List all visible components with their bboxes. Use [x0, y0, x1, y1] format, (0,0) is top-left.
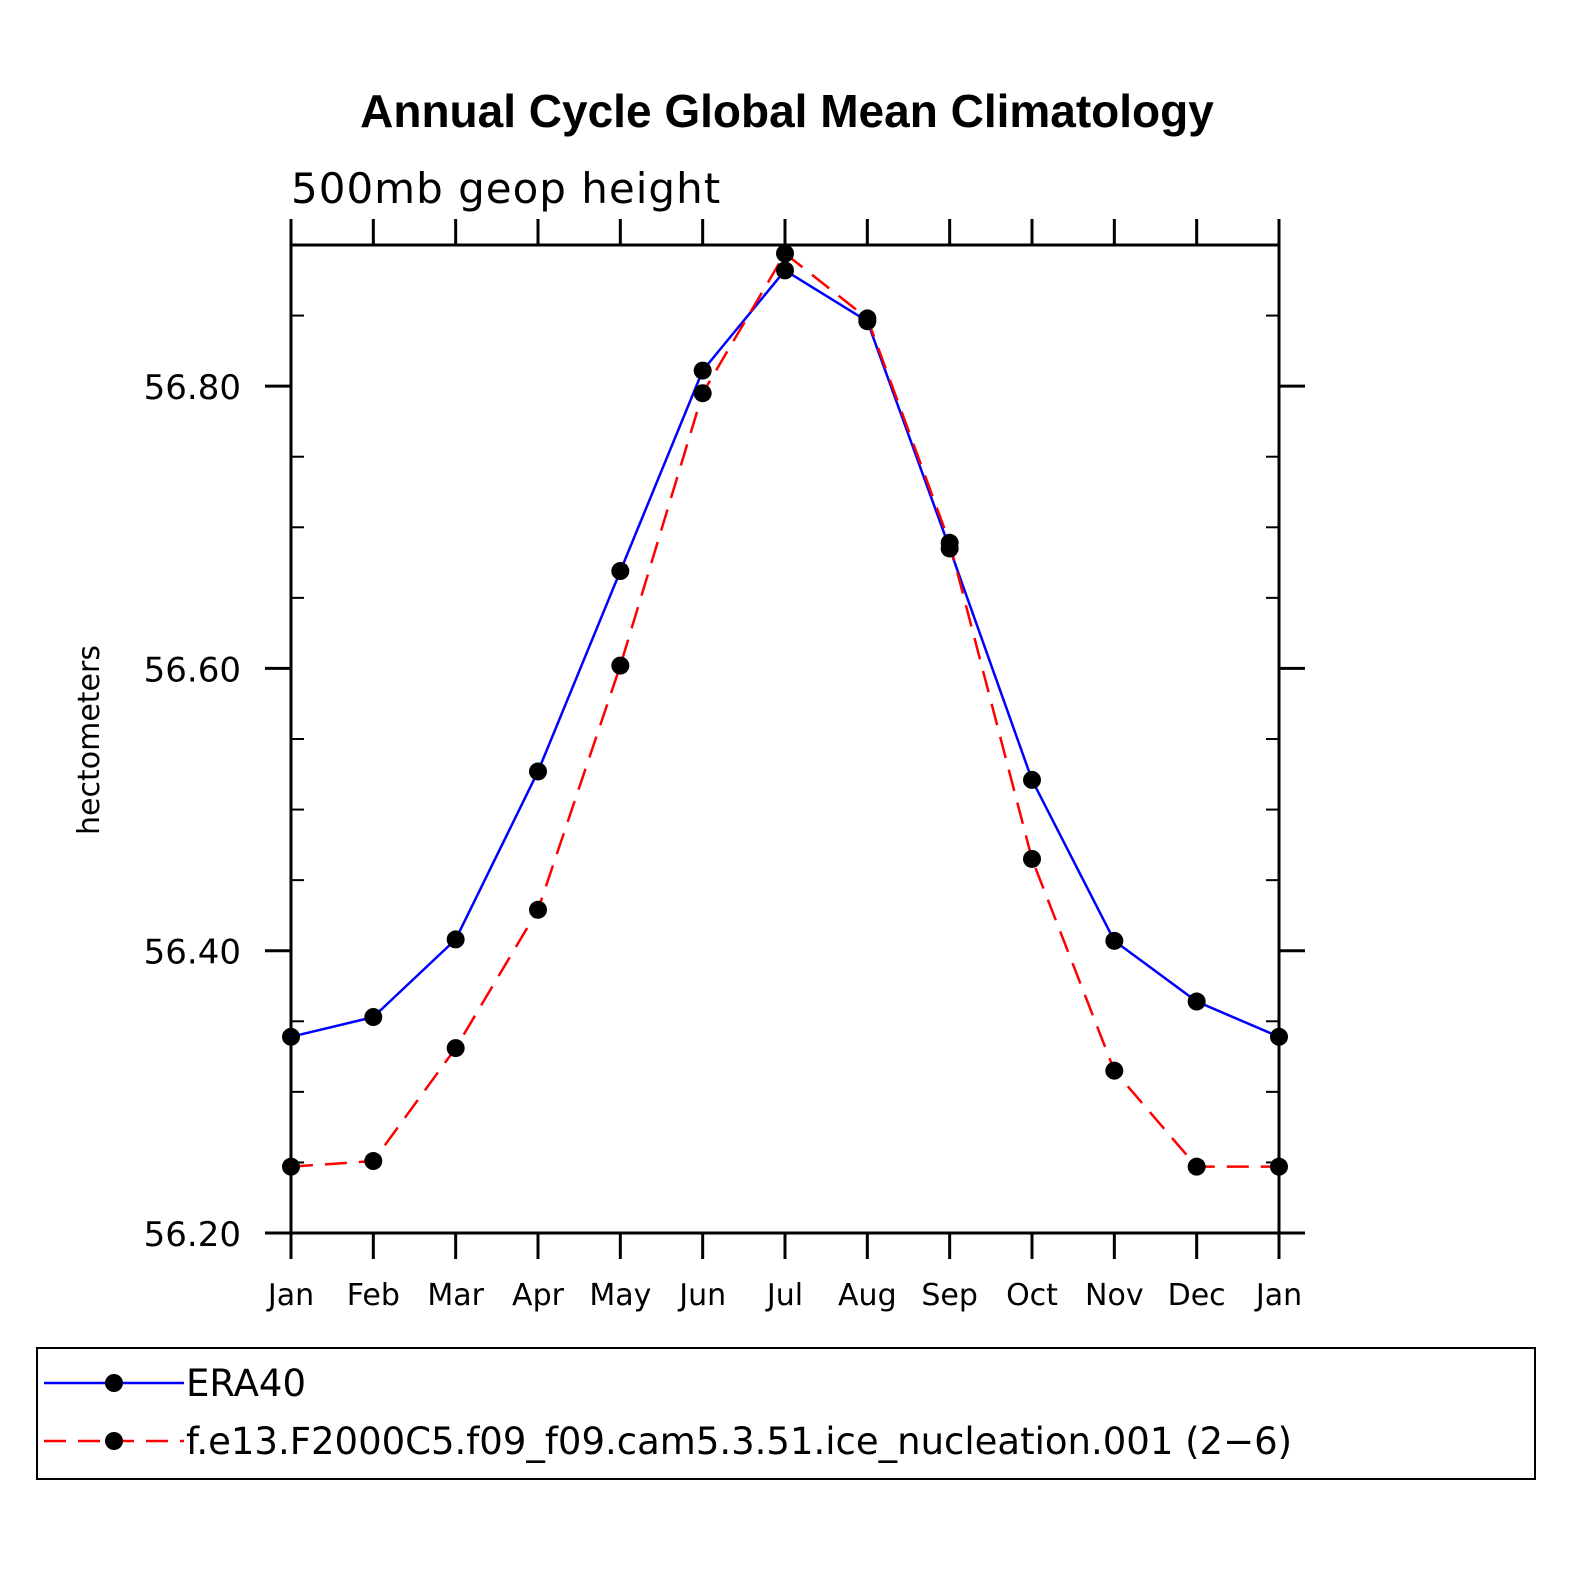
- series-1-point: [940, 533, 959, 552]
- series-0-point: [1023, 770, 1041, 789]
- series-1-point: [1023, 849, 1041, 868]
- y-axis-label: hectometers: [72, 645, 107, 835]
- x-tick-label: Mar: [427, 1278, 484, 1313]
- y-tick-label: 56.60: [144, 650, 241, 690]
- x-tick-label: Feb: [347, 1278, 400, 1313]
- series-1-point: [1187, 1157, 1206, 1176]
- series-0-point: [1105, 931, 1124, 950]
- x-tick-label: Sep: [921, 1278, 978, 1313]
- chart-subtitle: 500mb geop height: [291, 164, 721, 213]
- y-tick-label: 56.80: [144, 368, 241, 408]
- series-0-point: [529, 762, 547, 781]
- x-tick-label: Dec: [1168, 1278, 1226, 1313]
- series-0-point: [1187, 992, 1206, 1011]
- x-tick-label: Jan: [1254, 1278, 1302, 1313]
- x-tick-label: Aug: [838, 1278, 897, 1313]
- legend-marker-0: [105, 1374, 123, 1392]
- series-0-point: [611, 562, 630, 581]
- x-tick-label: Jun: [677, 1278, 726, 1313]
- x-tick-label: Jul: [765, 1278, 803, 1313]
- legend-label-0: ERA40: [186, 1362, 306, 1405]
- series-line-0: [290, 268, 1280, 1039]
- series-0-point: [446, 930, 465, 949]
- x-tick-label: May: [589, 1278, 651, 1313]
- legend-marker-1: [105, 1432, 123, 1450]
- x-tick-label: Jan: [266, 1278, 314, 1313]
- series-1-point: [446, 1039, 465, 1058]
- x-tick-labels: Jan Feb Mar Apr May Jun Jul Aug Sep Oct Nov Dec Jan: [266, 1278, 1302, 1313]
- axis-ticks: [265, 219, 1305, 1259]
- y-tick-labels: 56.20 56.40 56.60 56.80: [144, 368, 241, 1255]
- series-0-point: [1270, 1027, 1288, 1046]
- series-1-point: [1270, 1157, 1288, 1176]
- series-line-1: [290, 251, 1279, 1168]
- series-0-point: [776, 261, 794, 280]
- series-1-point: [364, 1152, 383, 1171]
- legend-box: [36, 1347, 1536, 1480]
- series-1-point: [776, 244, 794, 263]
- plot-frame: [289, 243, 1281, 1235]
- series-layer: [282, 244, 1288, 1176]
- y-tick-label: 56.20: [144, 1215, 241, 1255]
- x-tick-label: Apr: [512, 1278, 565, 1313]
- series-1-point: [611, 656, 630, 675]
- series-1-point: [1105, 1061, 1124, 1080]
- x-tick-label: Nov: [1085, 1278, 1144, 1313]
- series-1-point: [693, 384, 712, 403]
- y-tick-label: 56.40: [144, 933, 241, 973]
- series-0-point: [282, 1027, 300, 1046]
- chart-title: Annual Cycle Global Mean Climatology: [360, 85, 1214, 137]
- x-tick-label: Oct: [1006, 1278, 1058, 1313]
- legend-label-1: f.e13.F2000C5.f09_f09.cam5.3.51.ice_nucl…: [186, 1420, 1292, 1463]
- series-0-point: [693, 361, 712, 380]
- series-1-point: [858, 309, 877, 328]
- series-1-point: [282, 1157, 300, 1176]
- series-1-point: [529, 900, 547, 919]
- legend: ERA40 f.e13.F2000C5.f09_f09.cam5.3.51.ice…: [44, 1362, 1292, 1463]
- series-0-point: [364, 1008, 383, 1027]
